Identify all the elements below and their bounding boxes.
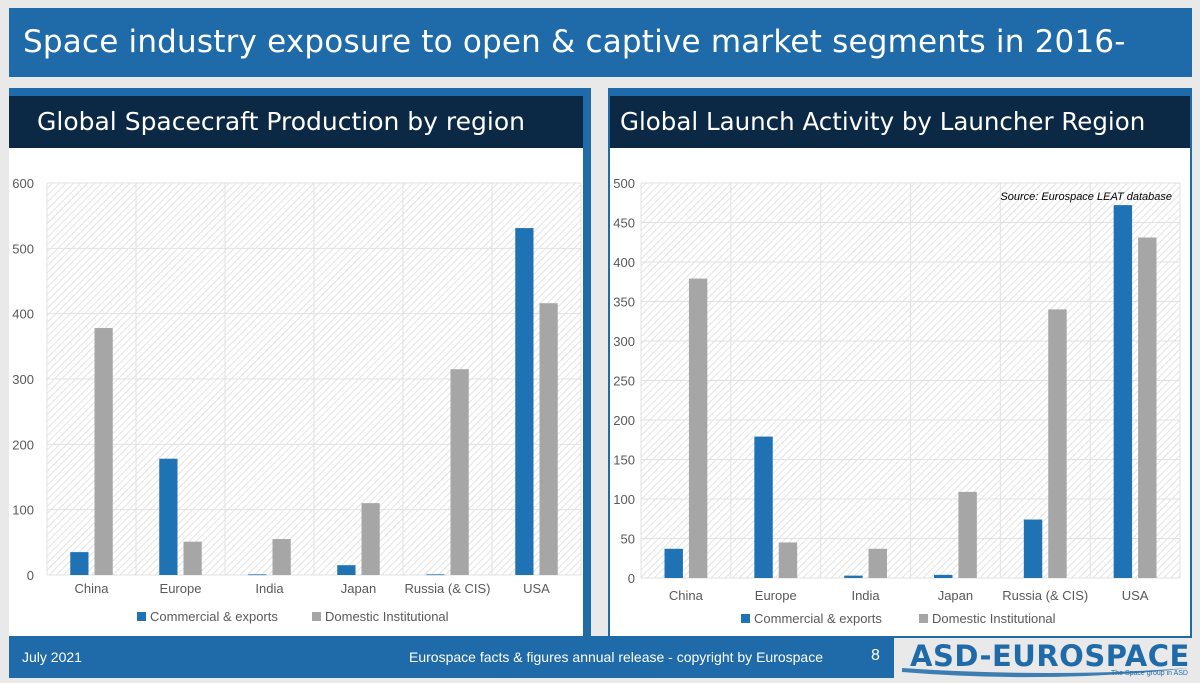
y-tick-label: 500 (12, 241, 34, 256)
bar-domestic-china (688, 278, 708, 578)
x-tick-label: India (851, 588, 880, 603)
bar-domestic-russia-cis (1048, 309, 1067, 578)
legend-swatch (741, 614, 750, 623)
y-tick-label: 300 (613, 334, 635, 349)
legend-swatch (137, 612, 146, 621)
x-tick-label: USA (523, 581, 550, 596)
bar-commercial-japan (934, 574, 953, 578)
y-tick-label: 0 (628, 571, 635, 586)
bar-commercial-japan (337, 565, 356, 575)
legend-label: Commercial & exports (754, 611, 882, 626)
footer-bar: July 2021 Eurospace facts & figures annu… (9, 636, 894, 678)
y-tick-label: 250 (613, 374, 635, 389)
plot-area (640, 182, 1181, 579)
y-tick-label: 400 (12, 307, 34, 322)
launch-activity-panel: Global Launch Activity by Launcher Regio… (608, 88, 1192, 638)
bar-domestic-europe (778, 542, 798, 578)
logo-text: ASD-EUROSPACE (910, 639, 1190, 673)
bar-domestic-india (868, 548, 887, 578)
bar-commercial-usa (1113, 205, 1133, 578)
x-tick-label: Russia (& CIS) (405, 581, 491, 596)
x-tick-label: Europe (755, 588, 797, 603)
launch-activity-chart: 0 50 100 150 200 250 300 350 400 450 500 China Europ… (613, 176, 1181, 626)
legend-label: Domestic Institutional (932, 611, 1056, 626)
page-number: 8 (871, 647, 880, 664)
x-tick-label: India (255, 581, 284, 596)
y-tick-label: 200 (613, 413, 635, 428)
bar-domestic-japan (361, 503, 380, 575)
bar-commercial-europe (159, 458, 178, 575)
y-tick-label: 150 (613, 453, 635, 468)
bar-commercial-russia-cis (1023, 519, 1043, 578)
y-tick-label: 200 (12, 437, 34, 452)
x-tick-label: China (669, 588, 704, 603)
y-tick-label: 500 (613, 176, 635, 191)
bar-domestic-usa (1138, 237, 1157, 578)
bar-commercial-india (248, 574, 267, 576)
footer-credit: Eurospace facts & figures annual release… (409, 649, 824, 665)
bar-domestic-japan (958, 491, 977, 578)
bar-commercial-china (664, 548, 683, 578)
y-tick-label: 450 (613, 216, 635, 231)
y-tick-label: 0 (27, 568, 34, 583)
bar-domestic-europe (183, 541, 202, 575)
legend-swatch (312, 612, 321, 621)
plot-area (46, 182, 582, 576)
x-tick-label: Japan (938, 588, 973, 603)
y-tick-label: 400 (613, 255, 635, 270)
logo-swoosh-icon (902, 668, 1190, 678)
bar-commercial-usa (515, 228, 534, 575)
legend-swatch (919, 614, 928, 623)
y-tick-label: 350 (613, 295, 635, 310)
bar-domestic-india (272, 539, 291, 575)
footer-date: July 2021 (22, 649, 82, 665)
x-tick-label: Japan (341, 581, 376, 596)
y-tick-label: 300 (12, 372, 34, 387)
bar-commercial-europe (754, 436, 773, 578)
x-tick-label: China (75, 581, 110, 596)
y-tick-label: 50 (621, 532, 635, 547)
y-tick-label: 100 (12, 503, 34, 518)
launch-chart-title: Global Launch Activity by Launcher Regio… (610, 96, 1190, 188)
legend-label: Commercial & exports (150, 609, 278, 624)
bar-commercial-china (70, 552, 89, 575)
x-tick-label: Russia (& CIS) (1002, 588, 1088, 603)
y-tick-label: 100 (613, 492, 635, 507)
bar-commercial-russia-cis (426, 574, 445, 576)
y-tick-label: 600 (12, 176, 34, 191)
spacecraft-production-panel: Global Spacecraft Production by region (… (9, 88, 591, 638)
bar-domestic-china (94, 328, 113, 575)
bar-commercial-india (844, 575, 863, 578)
page-title: Space industry exposure to open & captiv… (9, 8, 1192, 129)
x-tick-label: USA (1122, 588, 1149, 603)
bar-domestic-usa (539, 303, 558, 575)
spacecraft-production-chart: 0 100 200 300 400 500 600 China Europe India Japan… (12, 176, 582, 624)
logo-tagline: The Space group in ASD (1110, 670, 1188, 677)
spacecraft-chart-title: Global Spacecraft Production by region (… (9, 96, 583, 188)
source-annotation: Source: Eurospace LEAT database (1000, 191, 1172, 203)
asd-eurospace-logo: ASD-EUROSPACE The Space group in ASD (898, 638, 1196, 680)
legend-label: Domestic Institutional (325, 609, 449, 624)
x-tick-label: Europe (160, 581, 202, 596)
bar-domestic-russia-cis (450, 369, 469, 575)
